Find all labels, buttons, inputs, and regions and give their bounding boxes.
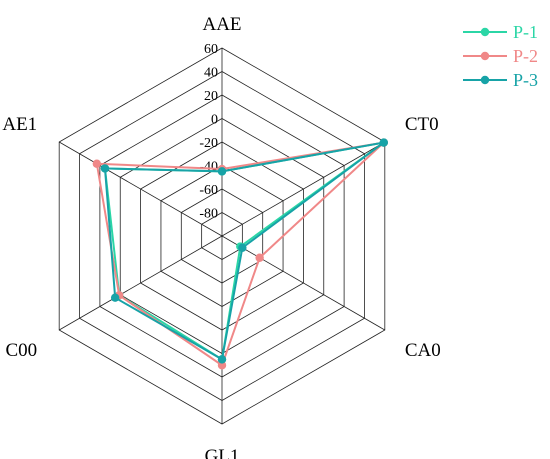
series-p-3 xyxy=(100,138,388,364)
axis-label-c00: C00 xyxy=(5,340,37,361)
legend-item-p-3[interactable]: P-3 xyxy=(463,70,538,90)
legend[interactable]: P-1 P-2 P-3 xyxy=(463,22,538,90)
data-series xyxy=(92,138,388,370)
tick-label: 0 xyxy=(211,113,218,128)
legend-item-p-2[interactable]: P-2 xyxy=(463,46,538,66)
tick-label: 40 xyxy=(204,66,218,81)
radial-tick-labels: -80 -60 -40 -20 0 20 40 60 xyxy=(199,42,218,222)
axis-label-ae1: AE1 xyxy=(2,114,37,135)
series-point xyxy=(100,164,110,173)
legend-item-p-1[interactable]: P-1 xyxy=(463,22,538,42)
series-point xyxy=(217,355,227,364)
series-point xyxy=(92,159,102,168)
legend-marker xyxy=(480,75,490,85)
legend-label: P-2 xyxy=(513,46,538,66)
series-point xyxy=(217,361,227,370)
series-point xyxy=(238,243,247,252)
axis-label-ct0: CT0 xyxy=(405,114,439,135)
tick-label: -80 xyxy=(199,207,218,222)
legend-label: P-3 xyxy=(513,70,538,90)
grid-spoke xyxy=(58,141,223,237)
tick-label: 20 xyxy=(204,89,218,104)
grid-spoke xyxy=(58,235,223,331)
tick-label: -20 xyxy=(199,136,218,151)
axis-label-gl1: GL1 xyxy=(205,446,240,459)
axis-label-aae: AAE xyxy=(202,14,241,35)
legend-marker xyxy=(480,51,490,61)
series-point xyxy=(255,253,264,262)
legend-label: P-1 xyxy=(513,22,538,42)
legend-marker xyxy=(480,27,490,37)
series-point xyxy=(110,293,120,302)
tick-label: 60 xyxy=(204,42,218,57)
series-point xyxy=(379,138,388,147)
series-point xyxy=(217,167,227,176)
tick-label: -60 xyxy=(199,183,218,198)
axis-labels: AAE CT0 CA0 GL1 C00 AE1 xyxy=(2,14,440,459)
axis-label-ca0: CA0 xyxy=(405,340,441,361)
grid-spoke xyxy=(221,235,386,331)
grid-spoke xyxy=(221,141,386,237)
tick-label: -40 xyxy=(199,160,218,175)
